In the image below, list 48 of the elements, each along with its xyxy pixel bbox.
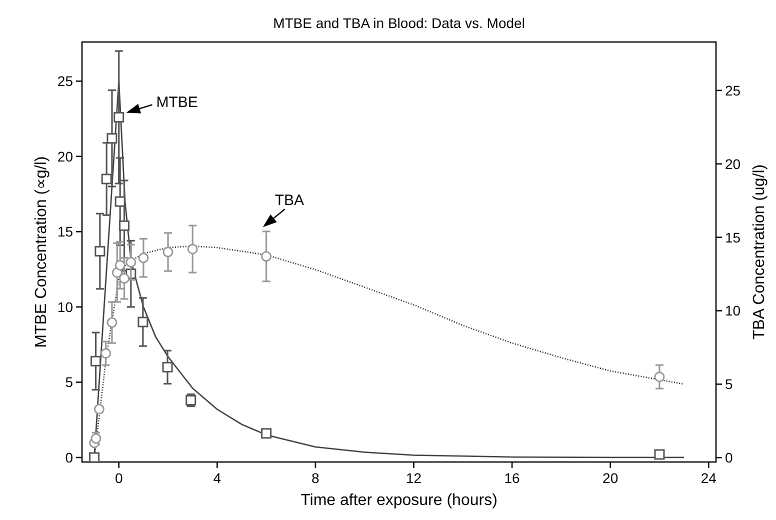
point xyxy=(106,133,118,144)
y-tick-label: 25 xyxy=(57,73,74,90)
point xyxy=(654,372,665,382)
y-tick-label: 15 xyxy=(57,224,74,240)
x-tick-label: 4 xyxy=(213,470,222,486)
point xyxy=(187,244,198,254)
y2-tick-label: 25 xyxy=(725,82,741,98)
point xyxy=(138,316,148,328)
y2-tick-label: 10 xyxy=(725,302,741,319)
point xyxy=(114,260,126,270)
point xyxy=(654,449,665,460)
x-tick-label: 24 xyxy=(700,470,717,486)
point xyxy=(162,246,174,258)
annotation: TBA xyxy=(274,192,304,210)
point xyxy=(261,428,272,439)
y-tick-label: 5 xyxy=(65,374,74,390)
y2-tick-label: 0 xyxy=(725,450,733,466)
point xyxy=(89,452,100,462)
chart-title: MTBE and TBA in Blood: Data vs. Model xyxy=(273,15,525,31)
point xyxy=(126,257,136,268)
y-tick-label: 20 xyxy=(57,148,74,164)
y-axis-title: MTBE Concentration (∝g/l) xyxy=(33,156,50,348)
y2-tick-label: 20 xyxy=(725,156,741,172)
x-tick-label: 16 xyxy=(504,470,520,486)
y2-axis-title: TBA Concentration (ug/l) xyxy=(751,164,768,340)
point xyxy=(114,112,124,123)
point xyxy=(100,348,112,359)
point xyxy=(94,404,104,414)
x-axis-title: Time after exposure (hours) xyxy=(300,492,498,509)
x-tick-label: 0 xyxy=(114,470,123,486)
point xyxy=(119,273,130,284)
point xyxy=(101,174,112,184)
x-tick-label: 8 xyxy=(312,470,320,486)
y2-tick-label: 15 xyxy=(725,229,741,246)
y-tick-label: 10 xyxy=(57,298,74,315)
point xyxy=(119,220,130,231)
point xyxy=(94,246,106,256)
annotation: MTBE xyxy=(156,94,198,111)
y-tick-label: 0 xyxy=(65,449,74,466)
x-tick-label: 20 xyxy=(602,470,618,486)
y2-tick-label: 5 xyxy=(725,376,733,392)
point xyxy=(138,252,149,264)
point xyxy=(162,362,173,372)
point xyxy=(261,251,272,262)
point xyxy=(106,317,118,328)
point xyxy=(90,356,102,366)
point xyxy=(114,196,126,207)
x-tick-label: 12 xyxy=(406,470,422,486)
